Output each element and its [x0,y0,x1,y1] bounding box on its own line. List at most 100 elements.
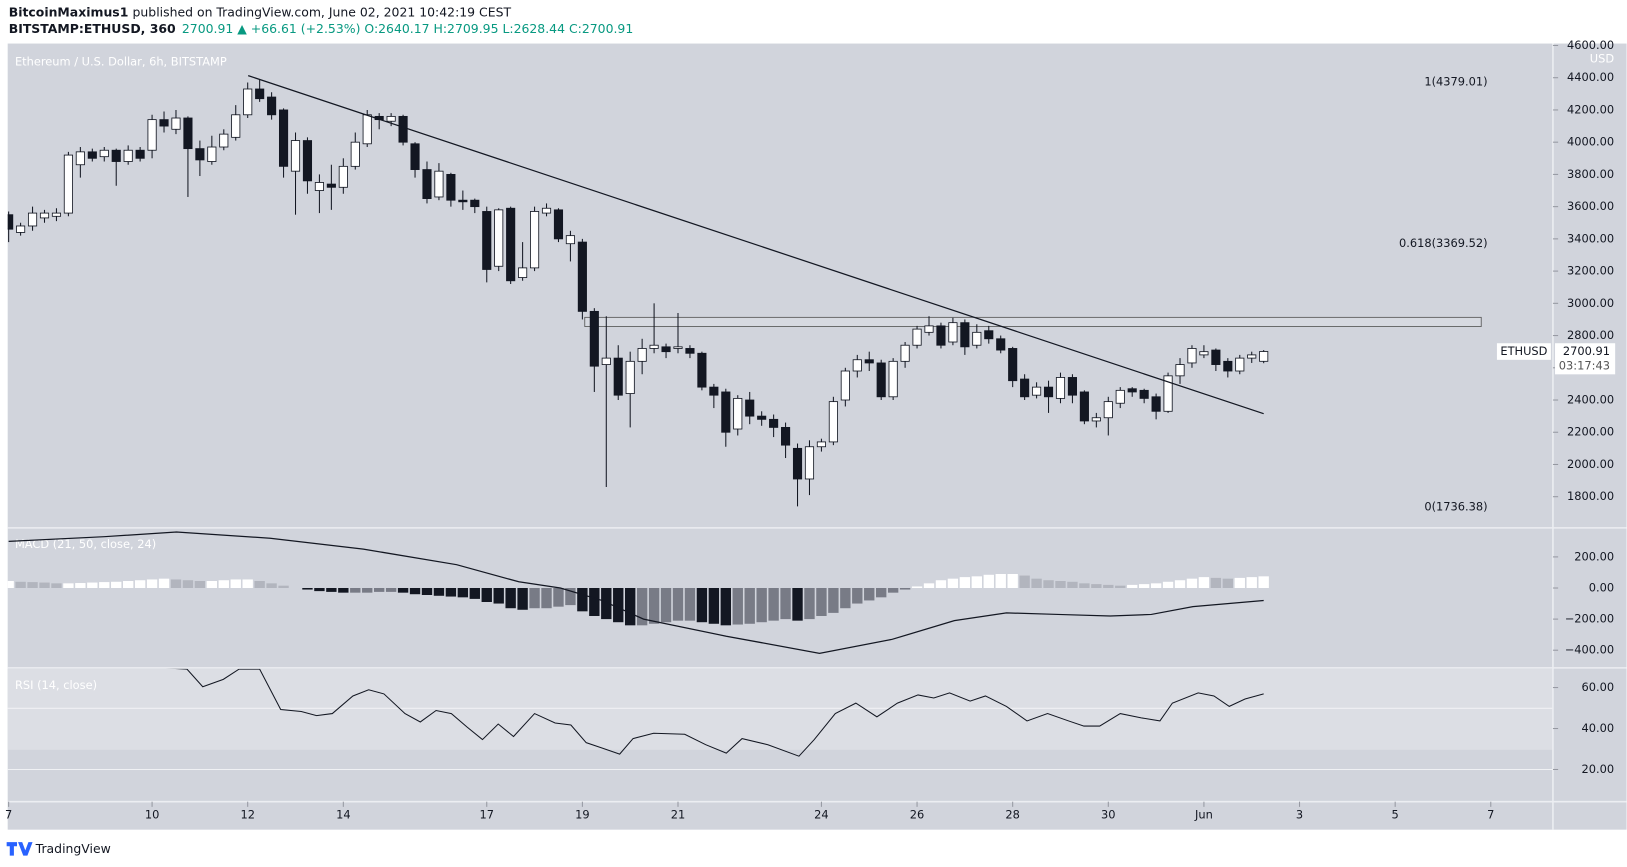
candle-body [27,212,38,227]
histogram-bar [122,581,134,589]
y-tick-label: 3400.00 [1567,231,1614,245]
y-tick-label: 4600.00 [1567,38,1614,52]
candle-body [326,183,336,188]
candle-body [1091,417,1101,422]
quote: 2700.91 ▲ +66.61 (+2.53%) O:2640.17 H:27… [182,21,633,36]
histogram-bar [1210,577,1222,589]
histogram-bar [1067,581,1078,589]
histogram-bar [1174,580,1186,589]
histogram-bar [302,588,313,590]
y-tick-label: 1800.00 [1567,489,1614,503]
candle-body [290,140,301,172]
price-badge-label: 2700.91 [1563,344,1610,358]
histogram-bar [1186,578,1198,589]
histogram-bar [553,588,564,607]
candle-body [1067,377,1078,396]
histogram-bar [170,579,182,589]
histogram-bar [780,588,791,620]
candle-body [721,391,731,433]
candle-body [530,211,540,269]
y-tick-label: 3600.00 [1567,199,1614,213]
candle-body [912,328,922,346]
histogram-bar [1115,585,1126,589]
candle-body [769,418,779,428]
rsi-line [173,668,1264,757]
y-tick-label: 3800.00 [1567,167,1614,181]
candle-body [123,149,133,162]
y-tick-label: 2000.00 [1567,457,1614,471]
histogram-bar [923,583,935,589]
candle-body [446,173,456,201]
histogram-bar [158,578,170,589]
candle-body [1079,391,1089,422]
histogram-bar [625,588,636,626]
candle-body [816,441,826,448]
histogram-bar [194,581,206,589]
candle-body [518,267,528,278]
trendline [247,75,1264,415]
candle-body [864,359,874,364]
candle-body [434,170,444,198]
pane: 7 10 12 14 17 19 21 24 26 28 30 Jun 3 5 7 1800.00 2000.0… [5,38,1614,822]
histogram-bar [828,588,839,613]
histogram-bar [744,588,755,624]
candle-body [171,117,181,130]
histogram-bar [720,588,731,626]
histogram-bar [1127,584,1138,589]
y-tick-label: 3000.00 [1567,296,1614,310]
candle-body [87,151,97,159]
candle-body [482,211,492,270]
histogram-bar [816,588,827,616]
candle-body [733,397,743,430]
x-tick-label: 7 [1487,808,1494,822]
histogram-bar [481,588,492,602]
histogram-bar [505,588,516,609]
x-tick-label: 21 [671,808,686,822]
candle-body [757,415,767,420]
histogram-bar [1222,578,1234,589]
histogram-bar [397,588,409,593]
histogram-bar [696,588,708,623]
histogram-bar [278,585,289,589]
histogram-bar [792,588,803,621]
histogram-bar [708,588,720,624]
histogram-bar [1031,578,1042,589]
histogram-bar [385,588,397,592]
candle-body [1199,351,1209,356]
fib-label: 0(1736.38) [1424,500,1487,514]
histogram-bar [1162,581,1174,589]
histogram-bar [684,588,696,621]
candle-body [745,399,755,417]
candle-body [494,209,504,267]
y-tick-label: −400.00 [1565,643,1614,657]
histogram-bar [935,580,947,589]
histogram-bar [1043,580,1054,589]
candle-body [792,447,803,480]
histogram-bar [660,588,672,623]
candle-body [1043,386,1054,398]
fib-label: 1(4379.01) [1424,74,1487,88]
y-tick-label: 3200.00 [1567,264,1614,278]
histogram-bar [75,583,86,589]
candle-body [7,214,14,230]
candle-body [637,348,647,362]
histogram-bar [445,588,457,597]
histogram-bar [99,582,110,589]
candle-body [601,357,611,365]
y-tick-label: 2200.00 [1567,425,1614,439]
histogram-bar [864,588,875,601]
candle-body [960,322,970,348]
candle-body [1151,396,1161,412]
histogram-bar [672,588,684,621]
candle-body [577,241,587,312]
histogram-bar [1019,575,1030,589]
candle-body [649,344,659,349]
candle-body [888,360,898,398]
candle-body [16,225,26,233]
candle-body [685,348,695,354]
histogram-bar [636,588,648,626]
histogram-bar [804,588,815,620]
candle-body [470,199,480,208]
candle-body [553,209,564,240]
histogram-bar [517,588,528,610]
